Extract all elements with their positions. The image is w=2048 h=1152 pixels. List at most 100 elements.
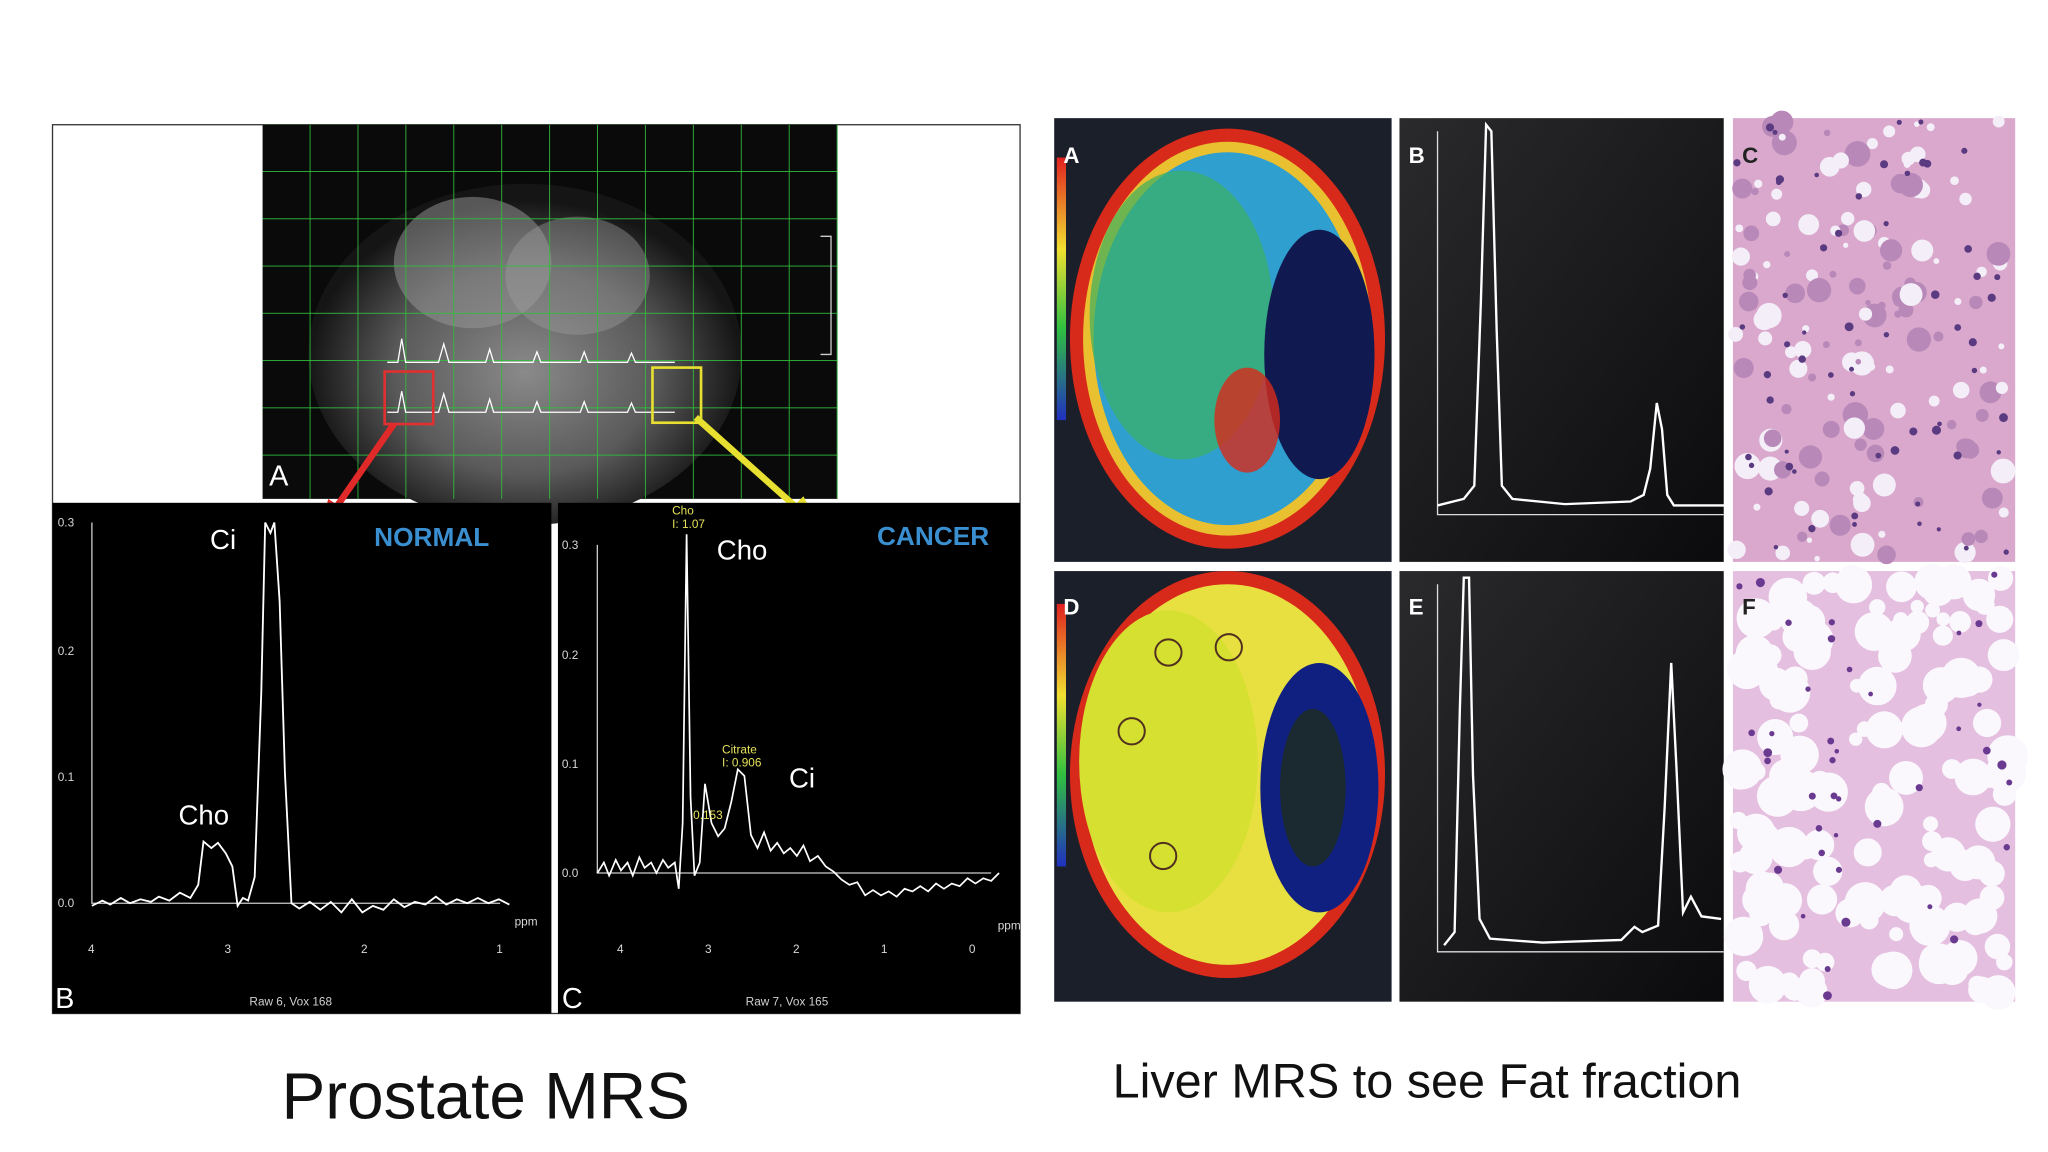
cell bbox=[1946, 419, 1957, 430]
cell bbox=[1893, 612, 1909, 628]
panel-b: 0.3 0.2 0.1 0.0 4 3 2 1 ppm Ci Cho NORMA… bbox=[52, 502, 552, 1015]
panel-c: 0.3 0.2 0.1 0.0 4 3 2 1 0 ppm Cho I: 1.0… bbox=[557, 502, 1021, 1015]
cell bbox=[1901, 706, 1942, 748]
cell bbox=[1992, 782, 2017, 806]
panel-label: B bbox=[1409, 143, 1425, 168]
cell bbox=[1814, 471, 1830, 487]
cell bbox=[1950, 935, 1959, 944]
cell bbox=[1898, 302, 1914, 318]
cell bbox=[1933, 258, 1940, 264]
cell bbox=[1738, 291, 1759, 312]
x-tick-label: 4 bbox=[88, 942, 95, 956]
cell bbox=[1849, 481, 1865, 496]
cell bbox=[1748, 462, 1755, 469]
cell bbox=[1733, 159, 1741, 167]
y-tick-label: 0.3 bbox=[58, 515, 75, 529]
y-tick-label: 0.3 bbox=[562, 538, 579, 552]
cell bbox=[1981, 487, 2003, 509]
x-tick-label: 0 bbox=[969, 942, 976, 956]
cell bbox=[1794, 341, 1812, 359]
cell bbox=[1736, 598, 1777, 639]
cell bbox=[1729, 918, 1748, 937]
cell bbox=[1753, 309, 1775, 331]
cell bbox=[1849, 366, 1854, 372]
cell bbox=[1808, 525, 1816, 533]
cell bbox=[1963, 545, 1969, 551]
cell bbox=[1865, 711, 1903, 749]
cell bbox=[1890, 446, 1900, 455]
cell bbox=[1830, 792, 1838, 800]
cell bbox=[1964, 245, 1972, 253]
cell bbox=[1998, 343, 2005, 350]
cell bbox=[1757, 719, 1794, 756]
cell bbox=[1971, 367, 1978, 374]
status-label: NORMAL bbox=[374, 522, 489, 552]
cell bbox=[1800, 913, 1806, 919]
cell bbox=[1872, 473, 1896, 497]
cell bbox=[1747, 762, 1766, 781]
y-tick-label: 0.2 bbox=[562, 648, 578, 662]
cell bbox=[1806, 269, 1819, 282]
cell bbox=[1863, 679, 1883, 699]
cell bbox=[1855, 193, 1863, 200]
cell bbox=[1973, 272, 1981, 281]
cell bbox=[1880, 160, 1889, 169]
cell bbox=[1858, 307, 1873, 321]
x-tick-label: 4 bbox=[617, 942, 624, 956]
cell bbox=[1773, 544, 1779, 550]
cell bbox=[1763, 748, 1773, 757]
cell bbox=[1910, 599, 1924, 614]
cell bbox=[1808, 373, 1817, 382]
cell bbox=[1835, 866, 1843, 873]
peak-label: Cho bbox=[717, 534, 768, 565]
x-tick-label: 1 bbox=[496, 942, 503, 956]
cell bbox=[1797, 531, 1808, 542]
cell bbox=[1986, 605, 2014, 633]
cell bbox=[1764, 487, 1773, 496]
cell bbox=[1931, 425, 1942, 435]
cell bbox=[1987, 293, 1996, 302]
cell bbox=[1961, 532, 1976, 546]
cell bbox=[1889, 927, 1904, 942]
cell bbox=[1903, 160, 1911, 168]
cell bbox=[1829, 270, 1837, 278]
cell bbox=[1949, 849, 1981, 882]
cell bbox=[1972, 708, 2002, 738]
cell bbox=[1806, 278, 1832, 303]
cell bbox=[1885, 645, 1901, 661]
cell bbox=[1728, 326, 1744, 342]
cell bbox=[1768, 910, 1800, 941]
y-tick-label: 0.1 bbox=[562, 757, 578, 771]
cell bbox=[2006, 779, 2013, 786]
cell bbox=[1862, 418, 1885, 440]
cell bbox=[1906, 610, 1930, 634]
cell bbox=[1890, 402, 1906, 419]
cell bbox=[1751, 187, 1759, 196]
cell bbox=[1954, 541, 1976, 564]
cell bbox=[1828, 619, 1835, 626]
cell bbox=[1743, 225, 1760, 242]
cell bbox=[1849, 351, 1875, 376]
cell bbox=[1738, 840, 1773, 875]
cell bbox=[1770, 672, 1811, 713]
y-tick-label: 0.1 bbox=[58, 770, 74, 784]
cell bbox=[1898, 172, 1923, 198]
cell bbox=[1796, 772, 1810, 786]
cell bbox=[1869, 599, 1886, 616]
cell bbox=[1949, 611, 1971, 633]
cell bbox=[1829, 757, 1836, 764]
panel-label: A bbox=[269, 461, 289, 493]
cell bbox=[1849, 277, 1866, 295]
cell bbox=[1975, 620, 1983, 628]
cell bbox=[1849, 391, 1856, 397]
cell bbox=[1968, 338, 1977, 347]
cell bbox=[1846, 666, 1853, 673]
cell bbox=[1999, 413, 2008, 422]
cell bbox=[1954, 758, 1992, 796]
cell bbox=[1777, 897, 1792, 913]
cell bbox=[1927, 904, 1933, 910]
panel-label: B bbox=[55, 983, 74, 1015]
cell bbox=[1785, 462, 1794, 471]
cell bbox=[1802, 571, 1826, 595]
